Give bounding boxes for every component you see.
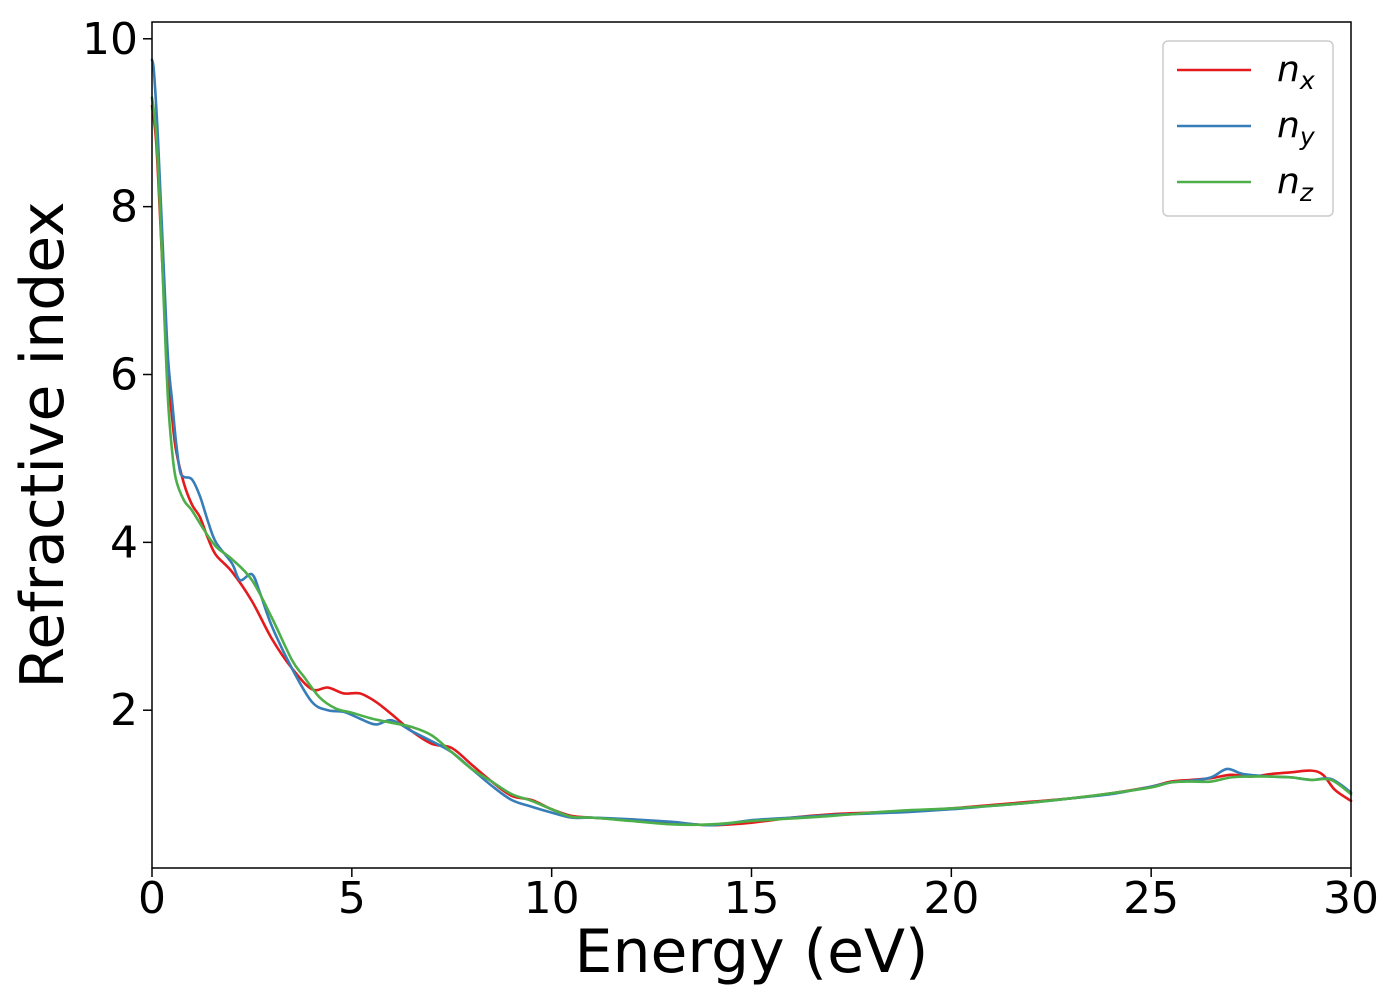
- legend-label-nx: nx: [1277, 49, 1315, 95]
- x-axis-title: Energy (eV): [575, 917, 929, 987]
- x-tick-label: 25: [1123, 873, 1179, 924]
- x-tick-label: 15: [724, 873, 780, 924]
- y-tick-label: 6: [110, 350, 138, 401]
- y-tick-label: 2: [110, 685, 138, 736]
- x-tick-label: 30: [1323, 873, 1379, 924]
- legend-label-ny: ny: [1277, 105, 1316, 151]
- x-tick-label: 0: [138, 873, 166, 924]
- x-tick-label: 10: [524, 873, 580, 924]
- y-tick-label: 8: [110, 182, 138, 233]
- y-tick-label: 4: [110, 517, 138, 568]
- x-axis-ticks: 0 5 10 15 20 25 30: [138, 868, 1379, 924]
- legend-label-nz: nz: [1277, 161, 1314, 207]
- y-tick-label: 10: [82, 14, 138, 65]
- plot-lines: [150, 58, 1353, 827]
- series-line-nz: [150, 96, 1353, 827]
- legend-box: [1162, 40, 1334, 217]
- y-axis-ticks: 2 4 6 8 10: [82, 14, 152, 736]
- legend: nx ny nz: [1162, 40, 1334, 217]
- x-tick-label: 5: [338, 873, 366, 924]
- x-tick-label: 20: [923, 873, 979, 924]
- y-axis-title: Refractive index: [8, 201, 78, 688]
